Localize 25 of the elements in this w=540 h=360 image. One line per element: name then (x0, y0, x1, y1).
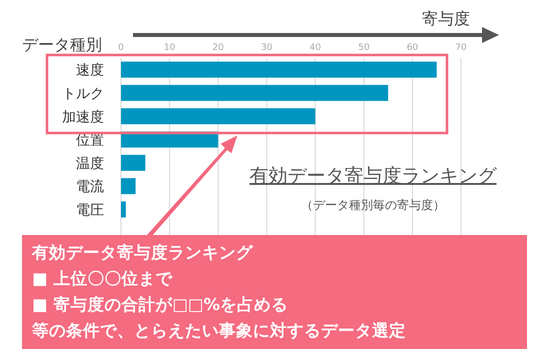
bar (121, 154, 146, 171)
y-tick-label: 電圧 (76, 202, 104, 218)
bar (121, 178, 136, 194)
text: 有効データ寄与度ランキング (250, 165, 498, 187)
x-tick-label: 40 (310, 43, 322, 53)
y-tick-label: 温度 (76, 156, 104, 172)
x-tick-label: 20 (212, 43, 224, 53)
y-tick-label: トルク (62, 86, 104, 102)
text: （データ種別毎の寄与度） (301, 198, 445, 212)
bar (121, 201, 126, 218)
y-axis-title: データ種別 (22, 35, 102, 54)
bar (121, 84, 388, 101)
y-tick-label: 加速度 (62, 109, 104, 126)
x-axis-title: 寄与度 (422, 9, 470, 28)
bar (121, 62, 437, 78)
x-tick-label: 0 (118, 43, 124, 53)
x-tick-label: 70 (455, 43, 467, 53)
bar (121, 108, 316, 124)
x-tick-label: 10 (164, 43, 176, 53)
callout: 有効データ寄与度ランキング ■ 上位〇〇位まで ■ 寄与度の合計が□□%を占める 等の条件で、とらえたい事象に対するデータ選定 (22, 235, 527, 349)
x-tick-label: 50 (358, 43, 370, 53)
x-tick-label: 60 (406, 43, 418, 53)
y-tick-label: 電流 (76, 179, 104, 196)
y-tick-label: 速度 (76, 62, 104, 79)
x-tick-label: 30 (260, 43, 273, 53)
